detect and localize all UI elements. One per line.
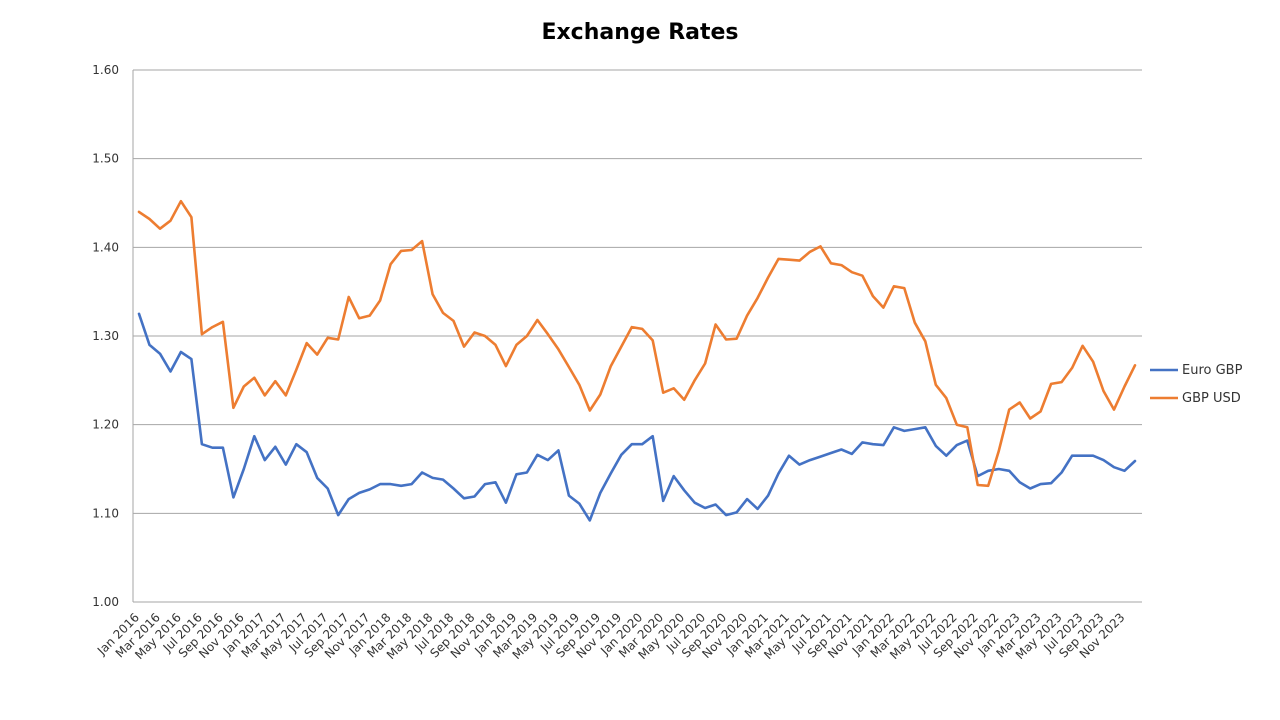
y-tick-label: 1.30 xyxy=(92,329,119,343)
y-tick-label: 1.50 xyxy=(92,152,119,166)
y-axis-tick-labels: 1.00 1.10 1.20 1.30 1.40 1.50 1.60 xyxy=(92,63,119,609)
series-line-gbp-usd xyxy=(137,199,1137,488)
legend-label-gbp-usd: GBP USD xyxy=(1182,391,1241,406)
y-tick-label: 1.40 xyxy=(92,240,119,254)
gridlines xyxy=(132,69,1142,603)
y-tick-label: 1.00 xyxy=(92,595,119,609)
legend-label-euro-gbp: Euro GBP xyxy=(1182,363,1243,378)
y-tick-label: 1.60 xyxy=(92,63,119,77)
series-line-euro-gbp xyxy=(137,312,1137,522)
y-tick-label: 1.10 xyxy=(92,506,119,520)
legend: Euro GBP GBP USD xyxy=(1150,363,1243,406)
series-lines xyxy=(137,199,1137,522)
chart-title: Exchange Rates xyxy=(541,20,738,45)
y-tick-label: 1.20 xyxy=(92,418,119,432)
